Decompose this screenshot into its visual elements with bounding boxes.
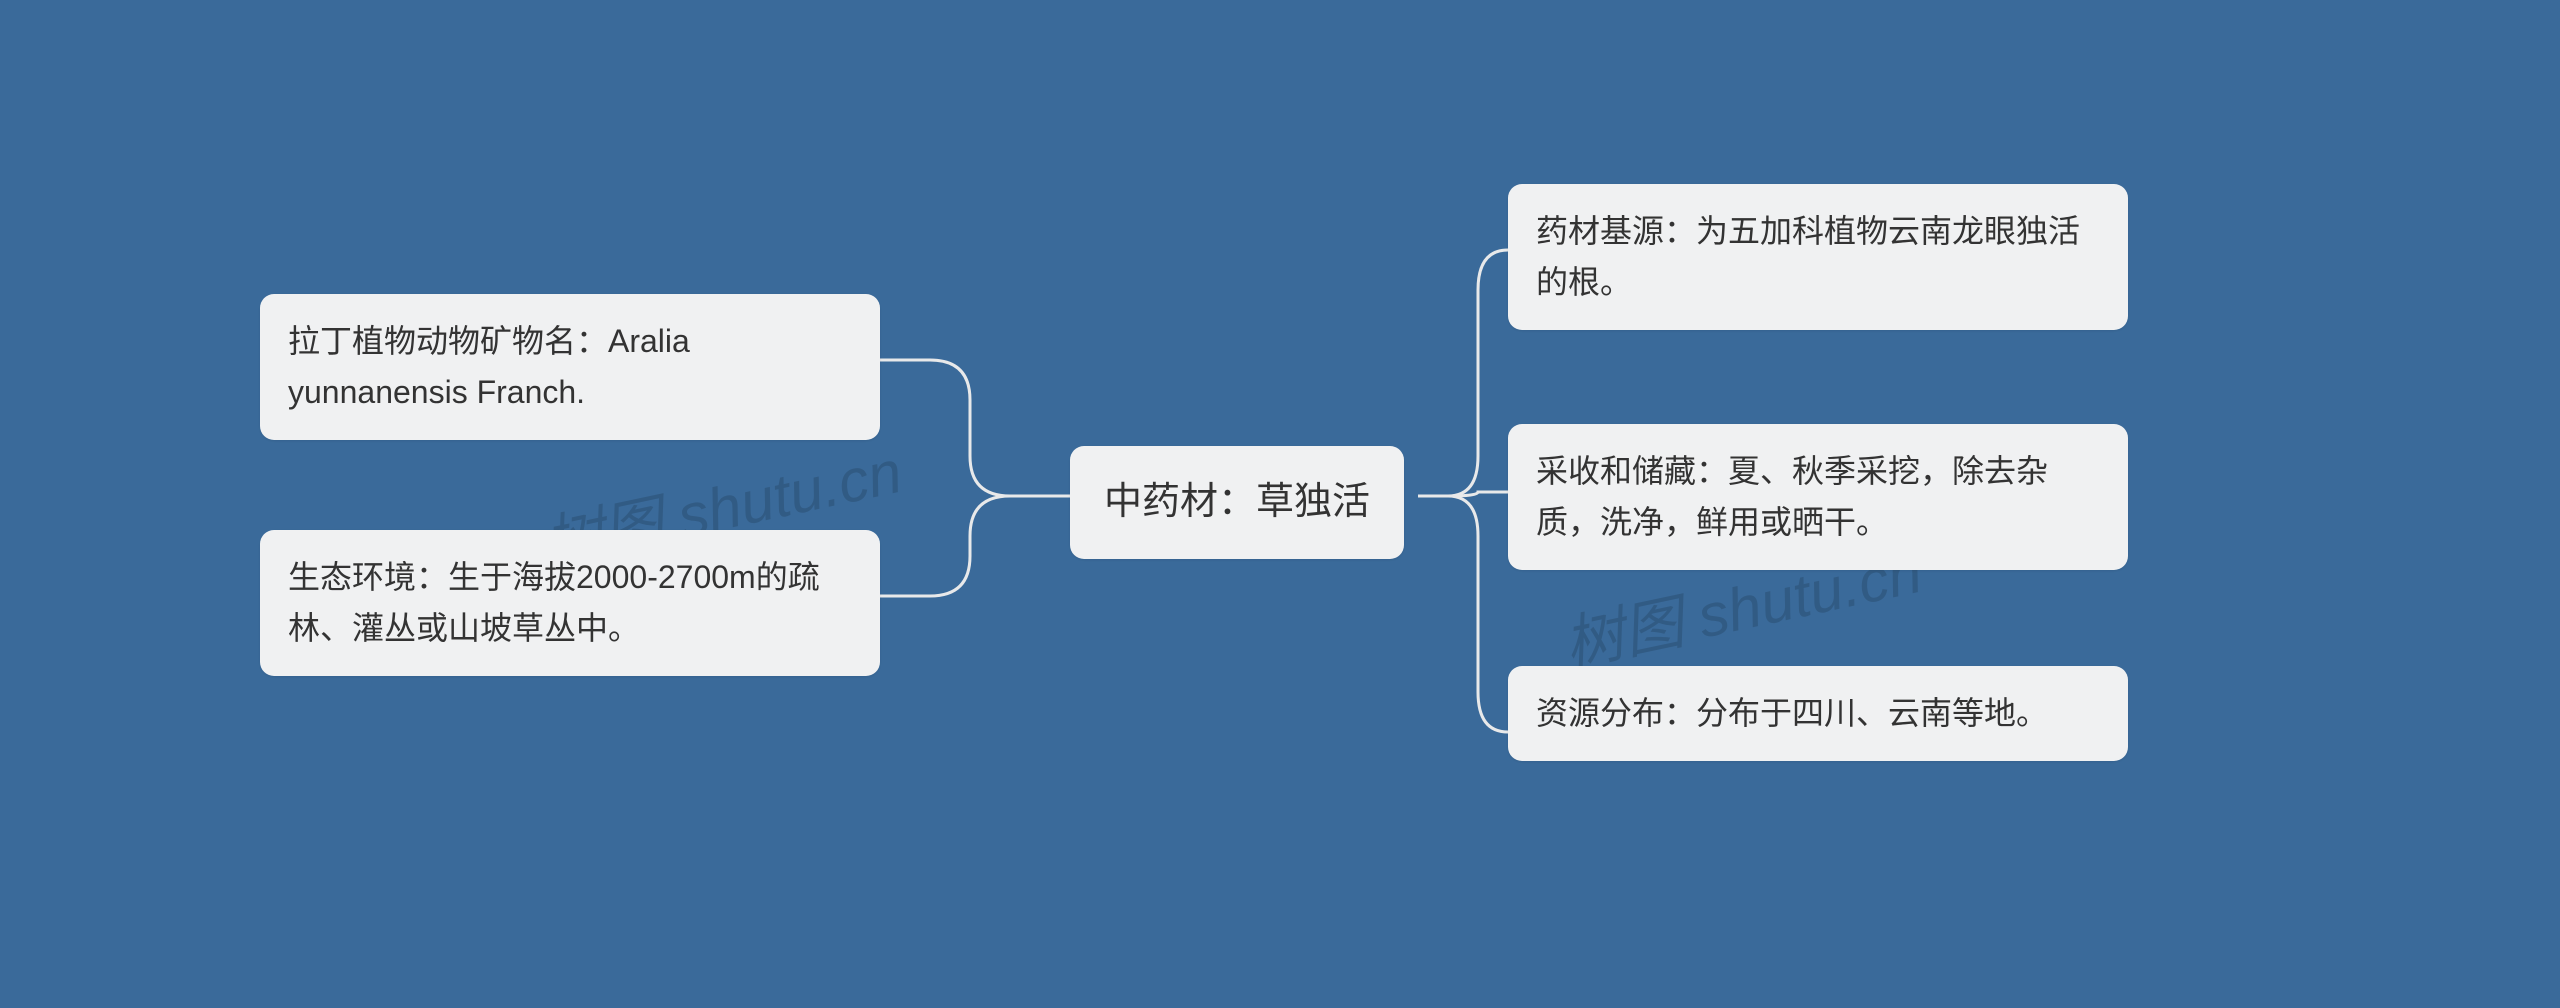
right-node-distribution: 资源分布：分布于四川、云南等地。 — [1508, 666, 2128, 761]
connector-left-1 — [880, 360, 1070, 496]
right-node-source: 药材基源：为五加科植物云南龙眼独活的根。 — [1508, 184, 2128, 330]
connector-right-2 — [1418, 492, 1508, 496]
right-node-harvest: 采收和储藏：夏、秋季采挖，除去杂质，洗净，鲜用或晒干。 — [1508, 424, 2128, 570]
center-node-label: 中药材：草独活 — [1104, 481, 1370, 523]
connector-left-2 — [880, 496, 1070, 596]
connector-right-1 — [1418, 250, 1508, 496]
connector-right-3 — [1418, 496, 1508, 732]
right-node-label: 资源分布：分布于四川、云南等地。 — [1536, 695, 2048, 731]
left-node-label: 拉丁植物动物矿物名：Aralia yunnanensis Franch. — [288, 323, 690, 410]
left-node-ecology: 生态环境：生于海拔2000-2700m的疏林、灌丛或山坡草丛中。 — [260, 530, 880, 676]
center-node: 中药材：草独活 — [1070, 446, 1404, 559]
left-node-latin-name: 拉丁植物动物矿物名：Aralia yunnanensis Franch. — [260, 294, 880, 440]
right-node-label: 药材基源：为五加科植物云南龙眼独活的根。 — [1536, 213, 2080, 300]
left-node-label: 生态环境：生于海拔2000-2700m的疏林、灌丛或山坡草丛中。 — [288, 559, 820, 646]
right-node-label: 采收和储藏：夏、秋季采挖，除去杂质，洗净，鲜用或晒干。 — [1536, 453, 2048, 540]
